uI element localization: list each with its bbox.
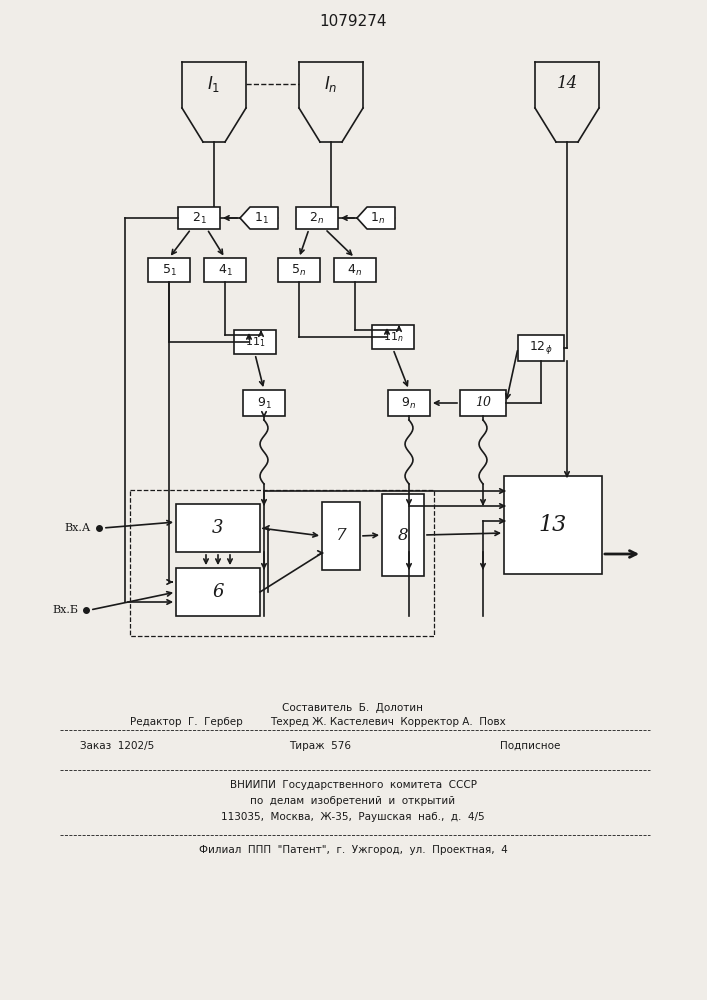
Text: 14: 14 [556,76,578,93]
Polygon shape [240,207,278,229]
Bar [234,330,276,354]
Text: ВНИИПИ  Государственного  комитета  СССР: ВНИИПИ Государственного комитета СССР [230,780,477,790]
Bar [504,476,602,574]
Text: Вх.А: Вх.А [65,523,91,533]
Bar [460,390,506,416]
Bar [382,494,424,576]
Text: $2_n$: $2_n$ [310,210,325,226]
Bar [176,504,260,552]
Text: Тираж  576: Тираж 576 [289,741,351,751]
Bar [372,325,414,349]
Text: $5_n$: $5_n$ [291,262,307,278]
Text: $12_\phi$: $12_\phi$ [530,340,553,357]
Text: $1_1$: $1_1$ [254,210,269,226]
Text: 10: 10 [475,396,491,410]
Text: 6: 6 [212,583,223,601]
Text: $11_1$: $11_1$ [245,335,265,349]
Bar [296,207,338,229]
Text: 8: 8 [397,526,409,544]
Text: $I_n$: $I_n$ [325,74,338,94]
Text: Редактор  Г.  Гербер: Редактор Г. Гербер [130,717,243,727]
Text: 7: 7 [336,528,346,544]
Text: $I_1$: $I_1$ [207,74,221,94]
Text: $9_1$: $9_1$ [257,395,271,411]
Text: Вх.Б: Вх.Б [52,605,78,615]
Text: Заказ  1202/5: Заказ 1202/5 [80,741,154,751]
Text: по  делам  изобретений  и  открытий: по делам изобретений и открытий [250,796,455,806]
Text: 3: 3 [212,519,223,537]
Text: Филиал  ППП  "Патент",  г.  Ужгород,  ул.  Проектная,  4: Филиал ППП "Патент", г. Ужгород, ул. Про… [199,845,508,855]
Bar [204,258,246,282]
Text: 13: 13 [539,514,567,536]
Text: $4_1$: $4_1$ [218,262,233,278]
Text: $2_1$: $2_1$ [192,210,206,226]
Bar [322,502,360,570]
Bar [148,258,190,282]
Text: $4_n$: $4_n$ [347,262,363,278]
Text: $11_n$: $11_n$ [382,330,403,344]
Text: Подписное: Подписное [500,741,561,751]
Bar [178,207,220,229]
Bar [334,258,376,282]
Text: $9_n$: $9_n$ [402,395,416,411]
Bar [243,390,285,416]
Text: $1_n$: $1_n$ [370,210,385,226]
Bar [388,390,430,416]
Polygon shape [357,207,395,229]
Bar [278,258,320,282]
Text: 1079274: 1079274 [320,14,387,29]
Bar [518,335,564,361]
Bar [176,568,260,616]
Text: Техред Ж. Кастелевич  Корректор А.  Повх: Техред Ж. Кастелевич Корректор А. Повх [270,717,506,727]
Text: 113035,  Москва,  Ж-35,  Раушская  наб.,  д.  4/5: 113035, Москва, Ж-35, Раушская наб., д. … [221,812,485,822]
Bar [130,490,434,636]
Text: $5_1$: $5_1$ [162,262,177,278]
Text: Составитель  Б.  Долотин: Составитель Б. Долотин [283,703,423,713]
